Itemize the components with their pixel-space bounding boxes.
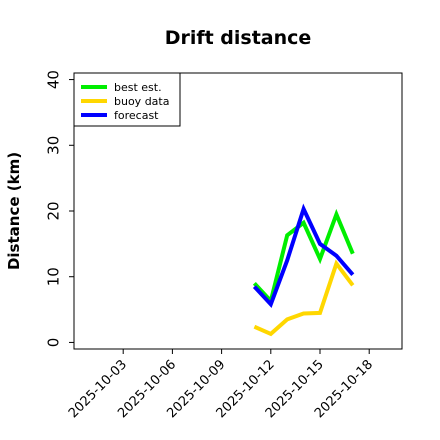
y-tick-label: 30 bbox=[45, 136, 63, 155]
legend-label-buoy-data: buoy data bbox=[114, 95, 169, 108]
legend-label-forecast: forecast bbox=[114, 109, 159, 122]
y-tick-label: 0 bbox=[45, 338, 63, 348]
legend: best est. buoy data forecast bbox=[73, 72, 181, 127]
y-ticks: 0 10 20 30 40 bbox=[45, 70, 74, 348]
x-ticks: 2025-10-032025-10-062025-10-092025-10-12… bbox=[66, 349, 376, 421]
series-line-buoy-data bbox=[253, 259, 355, 337]
chart-title: Drift distance bbox=[165, 27, 312, 49]
series-lines bbox=[252, 203, 355, 337]
y-tick-label: 20 bbox=[45, 201, 63, 220]
y-tick-label: 10 bbox=[45, 267, 63, 286]
y-tick-label: 40 bbox=[45, 70, 63, 89]
series-line-forecast bbox=[252, 203, 355, 309]
y-axis-label: Distance (km) bbox=[5, 152, 23, 270]
legend-label-best-est: best est. bbox=[114, 81, 162, 94]
